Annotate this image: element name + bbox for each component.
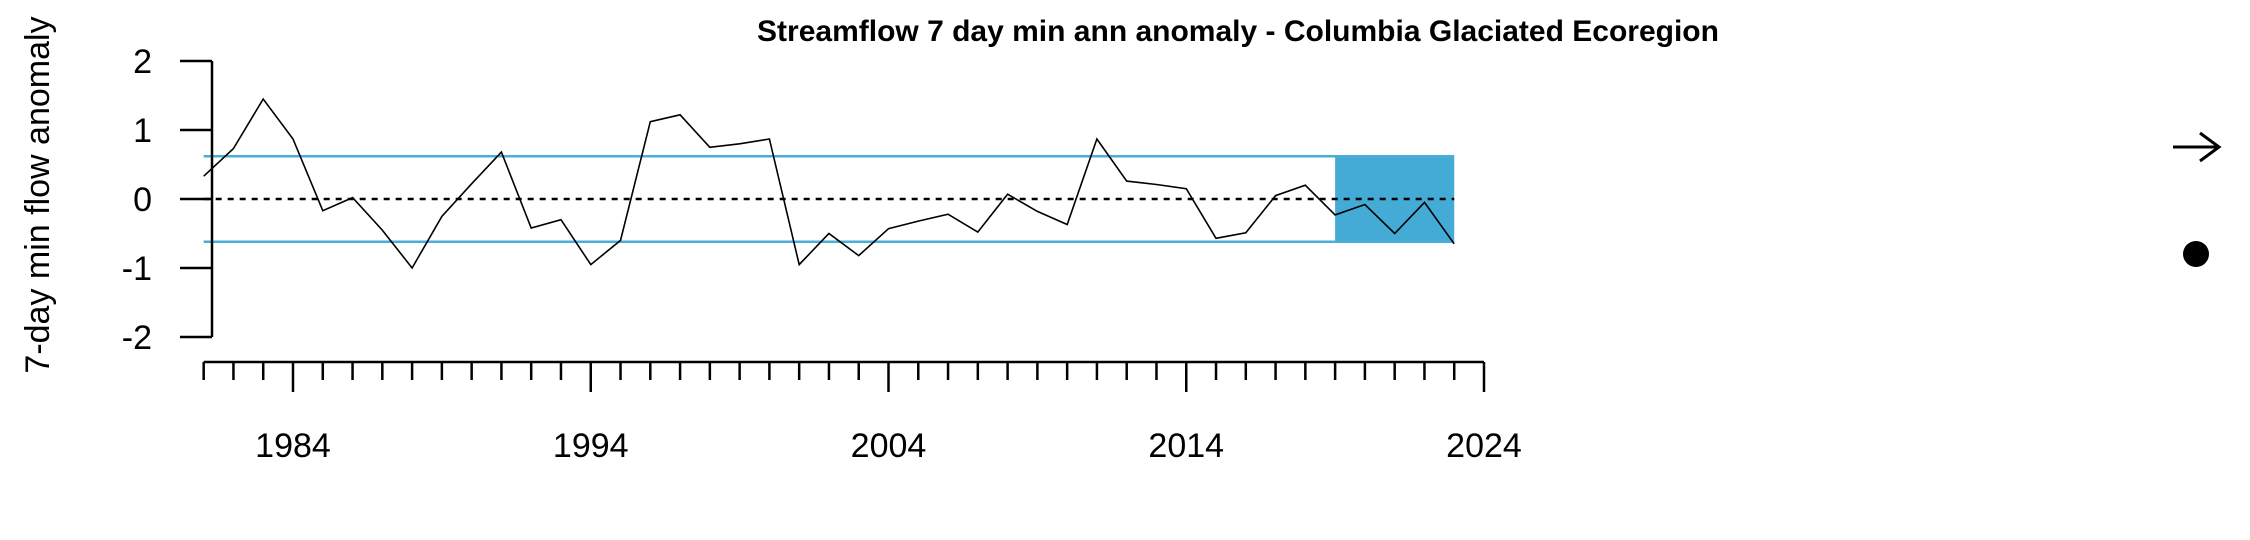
axes: 2 1 0 -1 -2 1984 1994 2004 2014 2024 (122, 43, 1522, 465)
y-axis-title: 7-day min flow anomaly (19, 16, 57, 373)
y-tick-label: 0 (133, 181, 152, 219)
x-tick-label: 1984 (255, 427, 331, 465)
y-tick-label: -1 (122, 250, 152, 288)
chart-title: Streamflow 7 day min ann anomaly - Colum… (757, 15, 1719, 48)
x-tick-label: 2014 (1148, 427, 1224, 465)
status-symbols (2173, 131, 2222, 267)
series-line-0 (203, 97, 1455, 270)
y-tick-label: 1 (133, 112, 152, 150)
trend-arrowhead-icon (2199, 131, 2222, 163)
status-dot-icon (2183, 241, 2209, 267)
y-tick-label: 2 (133, 43, 152, 81)
plot-area (203, 97, 1455, 270)
y-tick-label: -2 (122, 319, 152, 357)
x-tick-label: 1994 (553, 427, 629, 465)
x-tick-label: 2024 (1446, 427, 1522, 465)
x-tick-label: 2004 (851, 427, 927, 465)
